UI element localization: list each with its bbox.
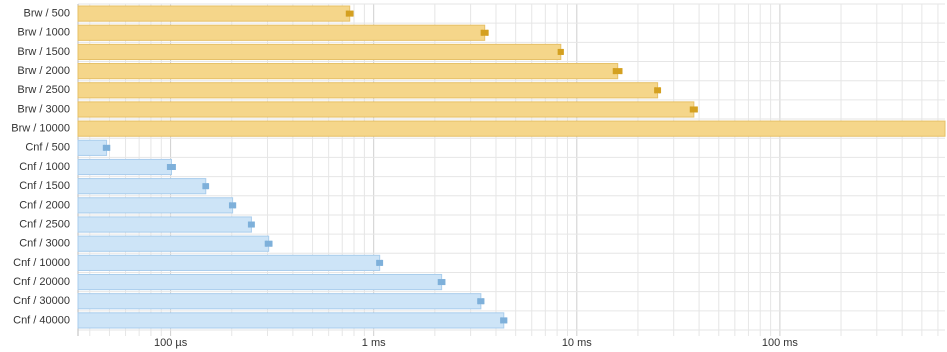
error-box — [690, 106, 697, 113]
bar — [77, 197, 234, 214]
bar — [77, 120, 946, 137]
error-box — [613, 68, 622, 75]
error-bar — [202, 183, 210, 190]
y-tick-label: Brw / 10000 — [11, 123, 70, 135]
error-bar — [437, 279, 446, 286]
error-bar — [500, 317, 508, 324]
y-tick-label: Brw / 500 — [24, 7, 70, 19]
error-box — [481, 29, 488, 36]
y-tick-label: Cnf / 1500 — [19, 180, 70, 192]
error-bar — [477, 298, 485, 305]
error-box — [248, 221, 254, 228]
error-box — [229, 202, 236, 209]
error-bar — [557, 48, 564, 55]
error-bar — [376, 259, 384, 266]
y-tick-label: Cnf / 2500 — [19, 218, 70, 230]
error-bar — [654, 87, 662, 94]
y-tick-label: Cnf / 3000 — [19, 238, 70, 250]
error-bar — [345, 10, 354, 17]
x-tick-label: 100 ms — [762, 337, 799, 349]
y-tick-label: Brw / 2000 — [17, 65, 70, 77]
bar — [77, 312, 505, 329]
y-tick-label: Brw / 2500 — [17, 84, 70, 96]
error-box — [377, 259, 383, 266]
bar — [77, 24, 486, 41]
y-tick-label: Cnf / 1000 — [19, 161, 70, 173]
error-bar — [166, 164, 176, 170]
y-tick-label: Brw / 3000 — [17, 103, 70, 115]
y-tick-label: Cnf / 20000 — [13, 276, 70, 288]
x-tick-label: 10 ms — [562, 337, 592, 349]
bar — [77, 273, 443, 291]
bar — [77, 158, 172, 176]
bar — [77, 43, 562, 61]
error-box — [103, 144, 110, 151]
error-bar — [612, 68, 623, 75]
error-box — [501, 317, 507, 324]
bar — [77, 139, 108, 156]
error-box — [478, 298, 484, 305]
error-bar — [264, 240, 273, 247]
y-tick-label: Brw / 1000 — [17, 27, 70, 39]
error-bar — [247, 221, 255, 228]
x-tick-label: 100 µs — [154, 337, 188, 349]
error-box — [558, 48, 563, 55]
error-box — [346, 10, 353, 17]
x-tick-label: 1 ms — [362, 337, 386, 349]
bar — [77, 235, 270, 252]
error-bar — [480, 29, 489, 36]
y-tick-label: Cnf / 10000 — [13, 257, 70, 269]
error-box — [203, 183, 209, 190]
error-box — [167, 164, 175, 170]
bar — [77, 178, 207, 195]
error-bar — [689, 106, 698, 113]
y-tick-label: Cnf / 30000 — [13, 295, 70, 307]
bar — [77, 5, 351, 22]
bar — [77, 82, 659, 99]
bar — [77, 293, 482, 310]
error-box — [265, 240, 272, 247]
bar — [77, 216, 252, 233]
bar — [77, 101, 695, 118]
error-box — [655, 87, 661, 94]
error-bar — [228, 202, 237, 209]
y-tick-label: Cnf / 40000 — [13, 314, 70, 326]
y-tick-label: Cnf / 500 — [25, 142, 70, 154]
bar — [77, 254, 381, 271]
y-tick-label: Cnf / 2000 — [19, 199, 70, 211]
y-tick-label: Brw / 1500 — [17, 46, 70, 58]
bar — [77, 63, 619, 80]
error-bar — [102, 144, 111, 151]
error-box — [438, 279, 445, 286]
